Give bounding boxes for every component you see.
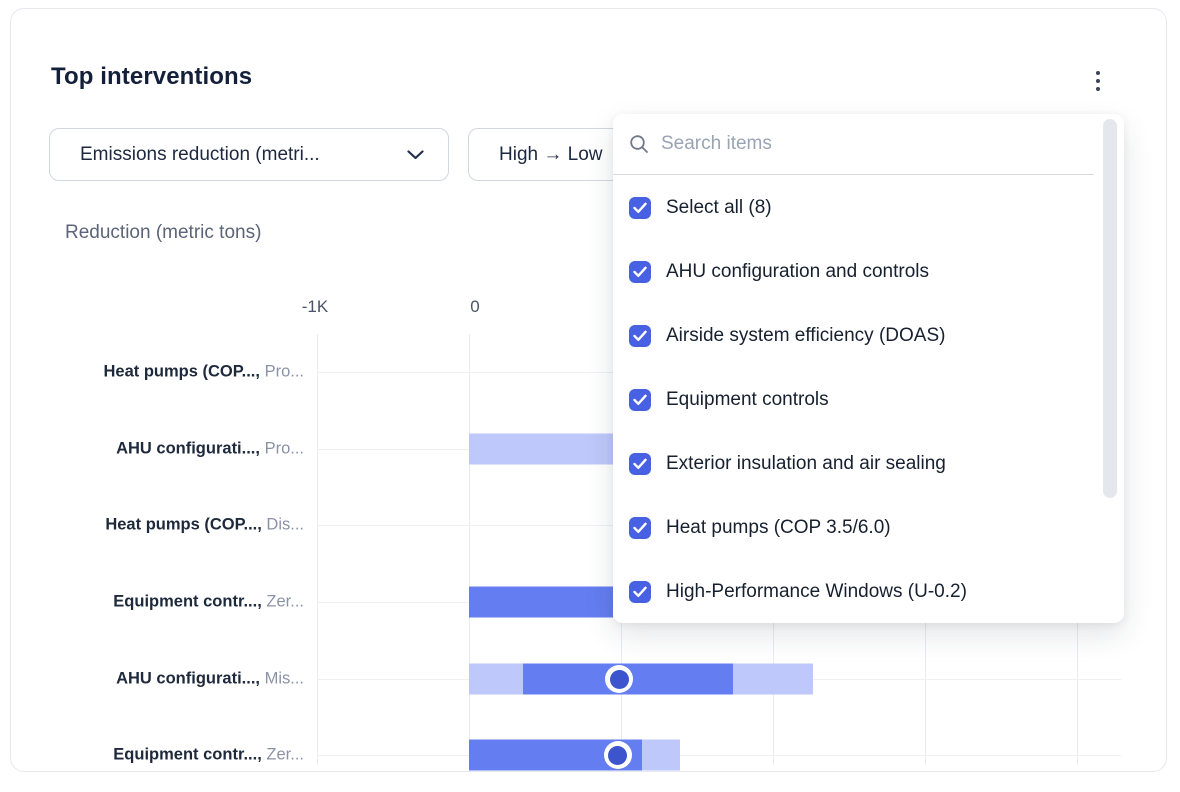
chart-plot: -1K 0 Heat pumps (COP..., Pro... AHU config… [11, 9, 1166, 771]
chart-axis-title: Reduction (metric tons) [65, 222, 262, 243]
scrollbar[interactable] [1103, 119, 1117, 498]
checkbox-item-label: Select all (8) [666, 197, 772, 218]
checkbox-item-label: Heat pumps (COP 3.5/6.0) [666, 517, 891, 538]
checkbox-item[interactable]: Heat pumps (COP 3.5/6.0) [613, 496, 1124, 560]
page-title: Top interventions [51, 63, 253, 90]
row-label: Heat pumps (COP..., Pro... [103, 362, 305, 381]
row-label: Equipment contr..., Zer... [113, 592, 304, 611]
row-label: Equipment contr..., Zer... [113, 745, 304, 764]
checkbox-checked-icon[interactable] [629, 389, 651, 411]
row-label: AHU configurati..., Pro... [116, 439, 304, 458]
search-input[interactable] [661, 133, 1108, 155]
checkbox-checked-icon[interactable] [629, 517, 651, 539]
checkbox-item-label: High-Performance Windows (U-0.2) [666, 581, 967, 602]
checkbox-item[interactable]: Select all (8) [613, 176, 1124, 240]
gridline-vertical [317, 334, 318, 765]
sort-select-value: High → Low [499, 143, 603, 165]
checkbox-checked-icon[interactable] [629, 581, 651, 603]
checkbox-item-label: Exterior insulation and air sealing [666, 453, 946, 474]
search-row [613, 114, 1124, 174]
range-marker-dot [609, 669, 629, 689]
checkbox-checked-icon[interactable] [629, 261, 651, 283]
checkbox-item[interactable]: AHU configuration and controls [613, 240, 1124, 304]
checkbox-item[interactable]: Exterior insulation and air sealing [613, 432, 1124, 496]
checkbox-checked-icon[interactable] [629, 325, 651, 347]
top-interventions-card: -1K 0 Heat pumps (COP..., Pro... AHU config… [10, 8, 1167, 772]
checkbox-item[interactable]: Airside system efficiency (DOAS) [613, 304, 1124, 368]
bar-segment [469, 586, 614, 618]
gridline-horizontal [317, 755, 1121, 756]
checkbox-checked-icon[interactable] [629, 197, 651, 219]
checkbox-item-label: AHU configuration and controls [666, 261, 929, 282]
bar-segment [469, 433, 614, 465]
row-label: Heat pumps (COP..., Dis... [105, 515, 304, 534]
filter-dropdown-panel: Select all (8) AHU configuration and cont… [613, 114, 1124, 623]
gridline-vertical [469, 334, 470, 765]
checkbox-item-label: Equipment controls [666, 389, 829, 410]
range-marker-icon [603, 741, 632, 769]
checkbox-checked-icon[interactable] [629, 453, 651, 475]
x-tick-label: 0 [470, 297, 480, 316]
metric-select[interactable]: Emissions reduction (metri... [49, 128, 449, 181]
x-tick-label: -1K [301, 297, 329, 316]
range-marker-dot [608, 745, 628, 765]
row-label: AHU configurati..., Mis... [116, 669, 304, 688]
checkbox-item[interactable]: High-Performance Windows (U-0.2) [613, 560, 1124, 624]
metric-select-value: Emissions reduction (metri... [80, 143, 320, 165]
kebab-menu-icon[interactable] [1085, 65, 1111, 97]
checkbox-item[interactable]: Equipment controls [613, 368, 1124, 432]
chevron-down-icon [407, 149, 424, 160]
checkbox-item-list: Select all (8) AHU configuration and cont… [613, 176, 1124, 624]
search-icon [629, 134, 649, 154]
checkbox-item-label: Airside system efficiency (DOAS) [666, 325, 946, 346]
range-marker-icon [605, 665, 634, 693]
divider [613, 174, 1094, 175]
